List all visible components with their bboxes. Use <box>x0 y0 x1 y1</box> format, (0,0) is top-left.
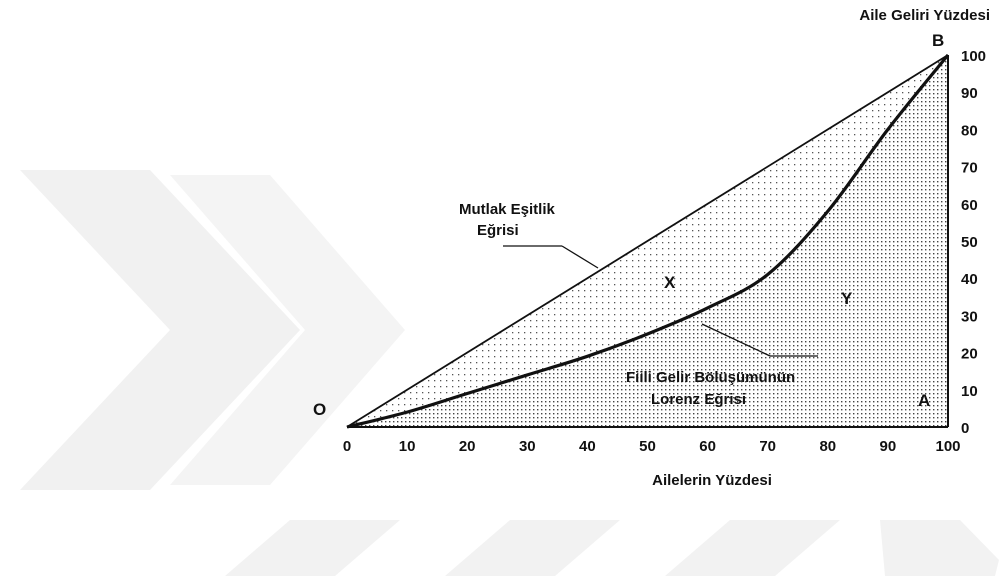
y-tick-labels: 0 10 20 30 40 50 60 70 80 90 100 <box>961 48 986 437</box>
watermark <box>20 170 999 576</box>
y-tick-label: 80 <box>961 122 978 139</box>
x-tick-label: 30 <box>519 438 536 455</box>
lorenz-annotation-line2: Lorenz Eğrisi <box>651 391 746 408</box>
equality-annotation-line2: Eğrisi <box>477 222 519 239</box>
lorenz-curve <box>346 53 950 429</box>
region-below-lorenz <box>347 55 948 427</box>
x-axis-title: Ailelerin Yüzdesi <box>652 472 772 489</box>
x-tick-label: 100 <box>935 438 960 455</box>
x-tick-label: 10 <box>399 438 416 455</box>
y-axis-title: Aile Geliri Yüzdesi <box>859 7 990 24</box>
y-tick-label: 30 <box>961 308 978 325</box>
lorenz-annotation-line1: Fiili Gelir Bölüşümünün <box>626 369 795 386</box>
equality-annotation-line1: Mutlak Eşitlik <box>459 201 556 218</box>
x-tick-label: 70 <box>759 438 776 455</box>
x-tick-label: 80 <box>819 438 836 455</box>
x-tick-label: 90 <box>880 438 897 455</box>
y-tick-label: 40 <box>961 271 978 288</box>
y-tick-label: 70 <box>961 160 978 177</box>
y-tick-label: 0 <box>961 420 969 437</box>
x-tick-label: 20 <box>459 438 476 455</box>
x-tick-label: 60 <box>699 438 716 455</box>
y-tick-label: 90 <box>961 85 978 102</box>
lorenz-leader-line <box>701 323 771 357</box>
y-tick-label: 100 <box>961 48 986 65</box>
x-tick-label: 0 <box>343 438 351 455</box>
region-label-x: X <box>664 273 676 292</box>
region-label-y: Y <box>841 289 853 308</box>
y-tick-label: 20 <box>961 346 978 363</box>
point-label-corner: A <box>918 391 930 410</box>
equality-leader-line <box>561 245 599 269</box>
x-tick-label: 40 <box>579 438 596 455</box>
y-tick-label: 50 <box>961 234 978 251</box>
point-label-top: B <box>932 31 944 50</box>
point-label-origin: O <box>313 400 326 419</box>
y-tick-label: 60 <box>961 197 978 214</box>
equality-line <box>346 54 949 428</box>
x-tick-label: 50 <box>639 438 656 455</box>
y-tick-label: 10 <box>961 383 978 400</box>
x-tick-labels: 0 10 20 30 40 50 60 70 80 90 100 <box>343 438 961 455</box>
